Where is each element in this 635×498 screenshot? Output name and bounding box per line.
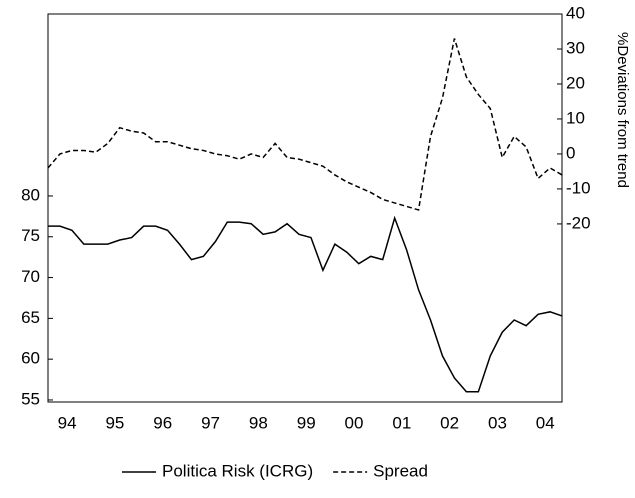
series-line	[47, 38, 563, 211]
y2-tick-label: 40	[566, 3, 585, 22]
y2-axis-label: %Deviations from trend	[614, 32, 631, 188]
x-tick-label: 99	[297, 413, 316, 432]
y2-tick-label: 30	[566, 38, 585, 57]
x-tick-label: 97	[201, 413, 220, 432]
x-tick-label: 03	[488, 413, 507, 432]
y-tick-label: 55	[21, 389, 40, 408]
y2-tick-label: 20	[566, 73, 585, 92]
x-tick-label: 04	[536, 413, 555, 432]
x-tick-label: 02	[440, 413, 459, 432]
y-tick-label: 60	[21, 349, 40, 368]
x-tick-label: 96	[153, 413, 172, 432]
y-tick-label: 80	[21, 185, 40, 204]
x-tick-label: 00	[345, 413, 364, 432]
x-tick-label: 95	[105, 413, 124, 432]
x-tick-label: 94	[58, 413, 77, 432]
y-tick-label: 65	[21, 308, 40, 327]
y2-tick-label: 10	[566, 108, 585, 127]
plot-frame	[47, 13, 563, 403]
y-tick-label: 75	[21, 226, 40, 245]
legend-label: Spread	[373, 461, 428, 480]
y2-tick-label: -20	[566, 213, 591, 232]
x-tick-label: 01	[392, 413, 411, 432]
x-tick-label: 98	[249, 413, 268, 432]
y-tick-label: 70	[21, 267, 40, 286]
y2-tick-label: 0	[566, 143, 575, 162]
legend-label: Politica Risk (ICRG)	[162, 461, 313, 480]
series-line	[48, 215, 563, 393]
y2-tick-label: -10	[566, 178, 591, 197]
